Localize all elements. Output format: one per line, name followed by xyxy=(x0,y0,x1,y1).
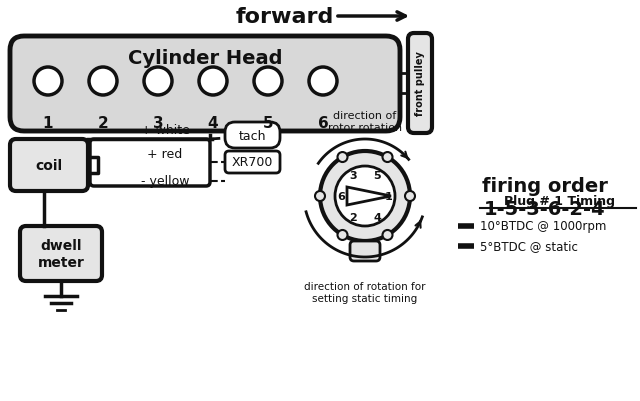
Text: 4: 4 xyxy=(373,212,381,222)
FancyBboxPatch shape xyxy=(350,241,380,261)
Circle shape xyxy=(337,153,348,163)
Text: Cylinder Head: Cylinder Head xyxy=(128,49,282,68)
Circle shape xyxy=(383,153,392,163)
Circle shape xyxy=(309,68,337,96)
Text: forward: forward xyxy=(236,7,334,27)
Text: 1: 1 xyxy=(385,192,393,201)
Text: 6: 6 xyxy=(317,116,328,131)
Text: XR700: XR700 xyxy=(231,156,273,169)
FancyBboxPatch shape xyxy=(10,37,400,132)
FancyBboxPatch shape xyxy=(408,34,432,134)
Circle shape xyxy=(254,68,282,96)
FancyBboxPatch shape xyxy=(10,140,88,192)
Text: 5°BTDC @ static: 5°BTDC @ static xyxy=(480,240,578,253)
Text: 2: 2 xyxy=(349,212,357,222)
Text: coil: coil xyxy=(35,159,63,172)
Text: + white: + white xyxy=(141,123,189,136)
Circle shape xyxy=(315,192,325,201)
Circle shape xyxy=(383,231,392,240)
Text: direction of
rotor rotation: direction of rotor rotation xyxy=(328,111,402,132)
Circle shape xyxy=(335,166,395,227)
Circle shape xyxy=(320,152,410,241)
Circle shape xyxy=(89,68,117,96)
FancyBboxPatch shape xyxy=(225,123,280,149)
Circle shape xyxy=(405,192,415,201)
Text: 5: 5 xyxy=(262,116,273,131)
Circle shape xyxy=(144,68,172,96)
Text: 4: 4 xyxy=(208,116,218,131)
Circle shape xyxy=(199,68,227,96)
Text: direction of rotation for
setting static timing: direction of rotation for setting static… xyxy=(304,281,426,303)
Text: firing order: firing order xyxy=(482,177,608,196)
Text: - yellow: - yellow xyxy=(141,175,189,188)
FancyBboxPatch shape xyxy=(225,152,280,174)
FancyBboxPatch shape xyxy=(90,140,210,186)
Text: 2: 2 xyxy=(98,116,108,131)
Text: + red: + red xyxy=(147,148,182,161)
Text: tach: tach xyxy=(238,129,266,142)
Text: front pulley: front pulley xyxy=(415,51,425,116)
Text: 1: 1 xyxy=(43,116,53,131)
Text: 6: 6 xyxy=(337,192,345,201)
Text: dwell
meter: dwell meter xyxy=(38,239,84,269)
Text: 5: 5 xyxy=(373,171,381,181)
Text: 10°BTDC @ 1000rpm: 10°BTDC @ 1000rpm xyxy=(480,220,606,233)
FancyBboxPatch shape xyxy=(20,227,102,281)
Polygon shape xyxy=(347,188,391,205)
Text: 3: 3 xyxy=(153,116,163,131)
Circle shape xyxy=(34,68,62,96)
Text: 3: 3 xyxy=(349,171,357,181)
Circle shape xyxy=(337,231,348,240)
Text: 1-5-3-6-2-4: 1-5-3-6-2-4 xyxy=(484,200,606,219)
Text: Plug # 1 Timing: Plug # 1 Timing xyxy=(504,195,616,208)
